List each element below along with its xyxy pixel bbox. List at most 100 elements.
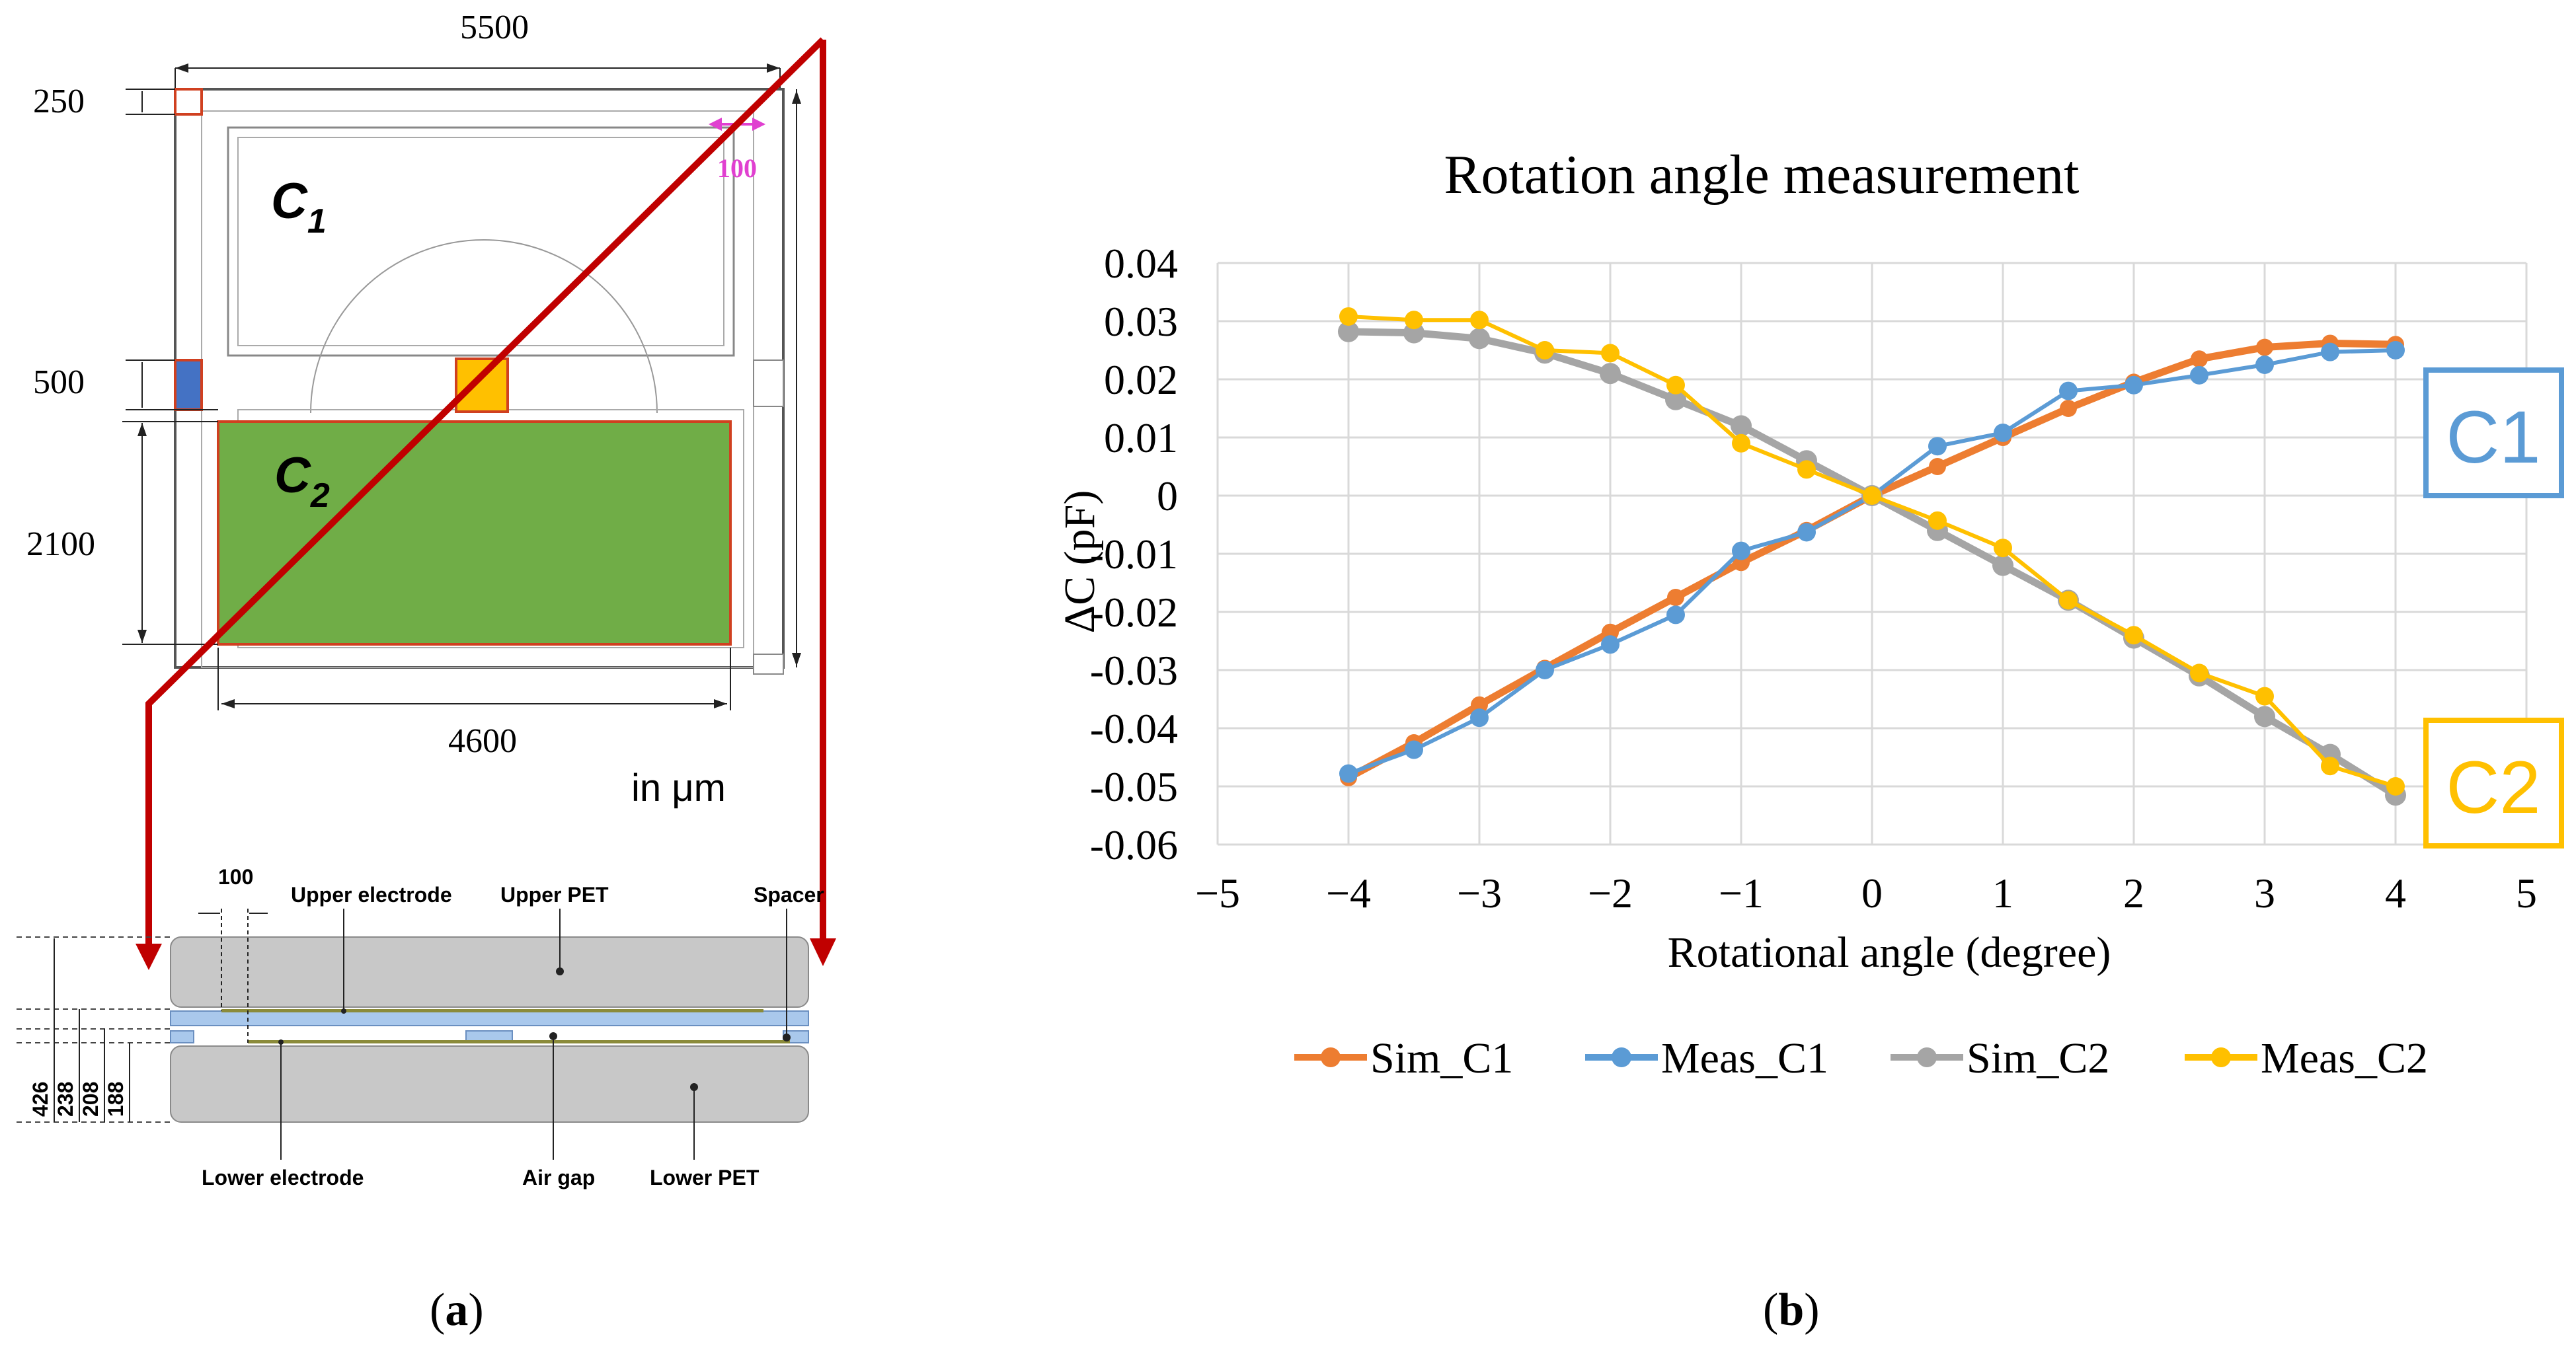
- y-axis-label: ΔC (pF): [1056, 490, 1104, 634]
- dim-188: 188: [104, 1082, 128, 1117]
- legend-item-sim-c1: Sim_C1: [1294, 1034, 1513, 1082]
- arrowhead: [752, 118, 765, 131]
- spacer-left: [170, 1030, 194, 1043]
- point-meas-c1: [2255, 356, 2274, 374]
- point-meas-c2: [2125, 626, 2143, 645]
- dim-5500: 5500: [460, 9, 529, 46]
- point-sim-c1: [2191, 350, 2208, 368]
- legend-swatch-marker: [2211, 1047, 2231, 1067]
- legend-label: Sim_C1: [1370, 1034, 1513, 1082]
- legend-swatch-marker: [1321, 1047, 1341, 1067]
- point-sim-c2: [1469, 328, 1490, 350]
- point-meas-c1: [1797, 523, 1816, 542]
- y-tick-label: 0.02: [1104, 356, 1178, 403]
- y-tick-label: -0.04: [1090, 705, 1178, 752]
- legend-swatch-marker: [1917, 1047, 1937, 1067]
- point-meas-c1: [2059, 381, 2078, 400]
- caption-a: (a): [430, 1287, 484, 1334]
- y-tick-label: -0.01: [1090, 531, 1178, 578]
- caption-a-letter: a: [445, 1285, 469, 1336]
- y-tick-label: -0.02: [1090, 589, 1178, 636]
- caption-b-letter: b: [1778, 1285, 1805, 1336]
- lower-electrode: [248, 1040, 790, 1043]
- label-upper-pet: Upper PET: [500, 883, 609, 907]
- rotation-semicircle: [310, 239, 658, 414]
- y-tick-label: 0: [1157, 472, 1178, 519]
- arrowhead: [221, 699, 235, 708]
- lower-pet-layer: [170, 1045, 809, 1123]
- point-meas-c1: [1339, 764, 1358, 783]
- point-meas-c2: [1536, 341, 1554, 359]
- point-sim-c1: [1471, 696, 1488, 714]
- chart-series: [1338, 307, 2406, 806]
- point-meas-c1: [1994, 423, 2012, 442]
- point-meas-c2: [1928, 511, 1947, 530]
- x-tick-label: −3: [1457, 870, 1502, 917]
- c1-electrode-outer: [227, 126, 735, 357]
- point-meas-c2: [1339, 307, 1358, 326]
- units-label: in μm: [631, 767, 726, 810]
- dim-250: 250: [33, 83, 85, 120]
- arrowhead: [137, 423, 147, 436]
- label-air-gap: Air gap: [522, 1166, 595, 1189]
- caption-a-open: (: [430, 1285, 446, 1336]
- chart-title: Rotation angle measurement: [1444, 144, 2079, 206]
- point-meas-c2: [1666, 375, 1685, 395]
- point-meas-c2: [2321, 757, 2339, 776]
- point-meas-c2: [1863, 486, 1881, 505]
- point-sim-c1: [2256, 338, 2273, 356]
- leader-dot: [278, 1039, 284, 1045]
- panel-b-chart: Rotation angle measurement 0.040.030.020…: [1056, 144, 2564, 1082]
- point-meas-c1: [1405, 740, 1423, 759]
- caption-b-close: ): [1804, 1285, 1820, 1336]
- x-tick-label: 1: [1992, 870, 2013, 917]
- point-sim-c1: [2060, 400, 2077, 417]
- point-meas-c1: [1666, 605, 1685, 624]
- legend-label: Sim_C2: [1967, 1034, 2109, 1082]
- c2-label: C2: [274, 447, 330, 515]
- point-sim-c2: [1338, 321, 1359, 342]
- y-tick-labels: 0.04 0.03 0.02 0.01 0 -0.01 -0.02 -0.03 -0.04 -0.…: [1090, 240, 1178, 868]
- x-tick-label: 4: [2385, 870, 2406, 917]
- y-tick-label: 0.03: [1104, 298, 1178, 345]
- point-meas-c1: [1601, 635, 1620, 654]
- upper-electrode: [221, 1009, 763, 1012]
- point-meas-c1: [1470, 708, 1489, 728]
- c1-callout-label: C1: [2446, 396, 2540, 478]
- point-sim-c1: [1667, 589, 1684, 606]
- c2-callout-label: C2: [2446, 746, 2540, 829]
- y-tick-label: -0.05: [1090, 763, 1178, 810]
- c2-callout-box: [2423, 718, 2564, 849]
- panel-a-diagram: 5500 C1 C2 100 250 500 2100: [17, 9, 836, 1189]
- arrowhead: [767, 63, 780, 73]
- c1-electrode-inner: [237, 137, 724, 346]
- arrowhead: [709, 118, 722, 131]
- point-meas-c1: [1732, 541, 1750, 560]
- upper-pet-layer: [170, 936, 809, 1008]
- point-meas-c1: [1928, 437, 1947, 456]
- point-meas-c2: [2059, 591, 2078, 610]
- point-meas-c2: [1470, 311, 1489, 330]
- point-meas-c2: [1797, 460, 1816, 479]
- caption-b-open: (: [1763, 1285, 1779, 1336]
- x-tick-label: 2: [2123, 870, 2144, 917]
- cut-arrowhead-right: [810, 938, 836, 966]
- cut-line: [145, 37, 826, 955]
- x-tick-label: −4: [1326, 870, 1371, 917]
- dim-208: 208: [79, 1082, 102, 1117]
- label-spacer: Spacer: [754, 883, 824, 907]
- x-tick-label: −5: [1195, 870, 1240, 917]
- c2-electrode-green: [217, 420, 732, 646]
- dim-426: 426: [28, 1082, 52, 1117]
- leader-dot: [556, 967, 564, 975]
- point-meas-c1: [1536, 661, 1554, 679]
- point-sim-c2: [2254, 706, 2275, 728]
- electrode-pad-blue: [174, 359, 203, 411]
- point-meas-c1: [2190, 365, 2208, 385]
- point-meas-c1: [2125, 375, 2143, 395]
- legend-swatch-marker: [1612, 1047, 1631, 1067]
- x-tick-label: 5: [2516, 870, 2537, 917]
- arrowhead: [714, 699, 727, 708]
- cross-section: 426 238 208 188 100 Upper electrode Uppe…: [17, 865, 824, 1189]
- c1-label: C1: [271, 173, 327, 241]
